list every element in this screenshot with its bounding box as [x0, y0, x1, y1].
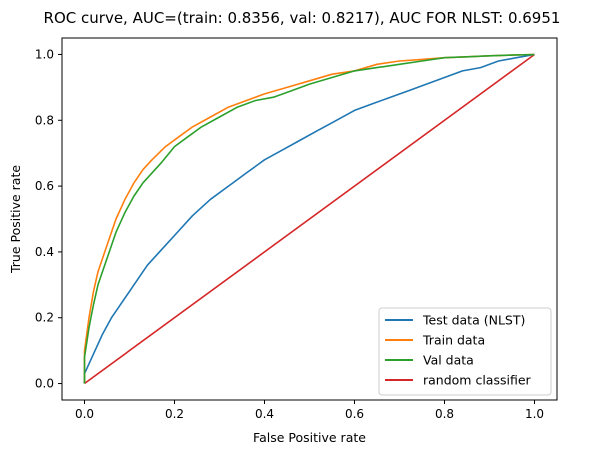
legend: Test data (NLST) Train data Val data random…: [378, 307, 552, 396]
y-tick-label: 0.4: [35, 245, 54, 259]
y-tick-label: 0.8: [35, 113, 54, 127]
series-lines: [83, 53, 535, 385]
x-tick-label: 1.0: [525, 407, 544, 421]
y-tick-label: 1.0: [35, 47, 54, 61]
y-tick-label: 0.2: [35, 311, 54, 325]
x-tick-label: 0.8: [435, 407, 454, 421]
legend-label-test-data-nlst: Test data (NLST): [422, 313, 525, 328]
series-line-test-data-nlst: [83, 53, 535, 384]
legend-label-val-data: Val data: [423, 353, 474, 368]
legend-label-random-classifier: random classifier: [423, 373, 532, 388]
x-tick-label: 0.6: [345, 407, 364, 421]
series-line-val-data: [83, 53, 535, 384]
x-tick-label: 0.4: [255, 407, 274, 421]
legend-label-train-data: Train data: [422, 333, 485, 348]
x-axis-label: False Positive rate: [253, 430, 366, 445]
x-axis-ticks: 0.0 0.2 0.4 0.6 0.8 1.0: [75, 400, 544, 421]
series-line-train-data: [83, 53, 535, 384]
y-axis-ticks: 0.0 0.2 0.4 0.6 0.8 1.0: [35, 47, 62, 391]
y-axis-label: True Positive rate: [8, 165, 23, 274]
x-tick-label: 0.2: [165, 407, 184, 421]
y-tick-label: 0.0: [35, 377, 54, 391]
x-tick-label: 0.0: [75, 407, 94, 421]
series-line-random-classifier: [84, 53, 535, 385]
chart-title: ROC curve, AUC=(train: 0.8356, val: 0.82…: [44, 9, 561, 27]
legend-box: [378, 307, 552, 396]
y-tick-label: 0.6: [35, 179, 54, 193]
